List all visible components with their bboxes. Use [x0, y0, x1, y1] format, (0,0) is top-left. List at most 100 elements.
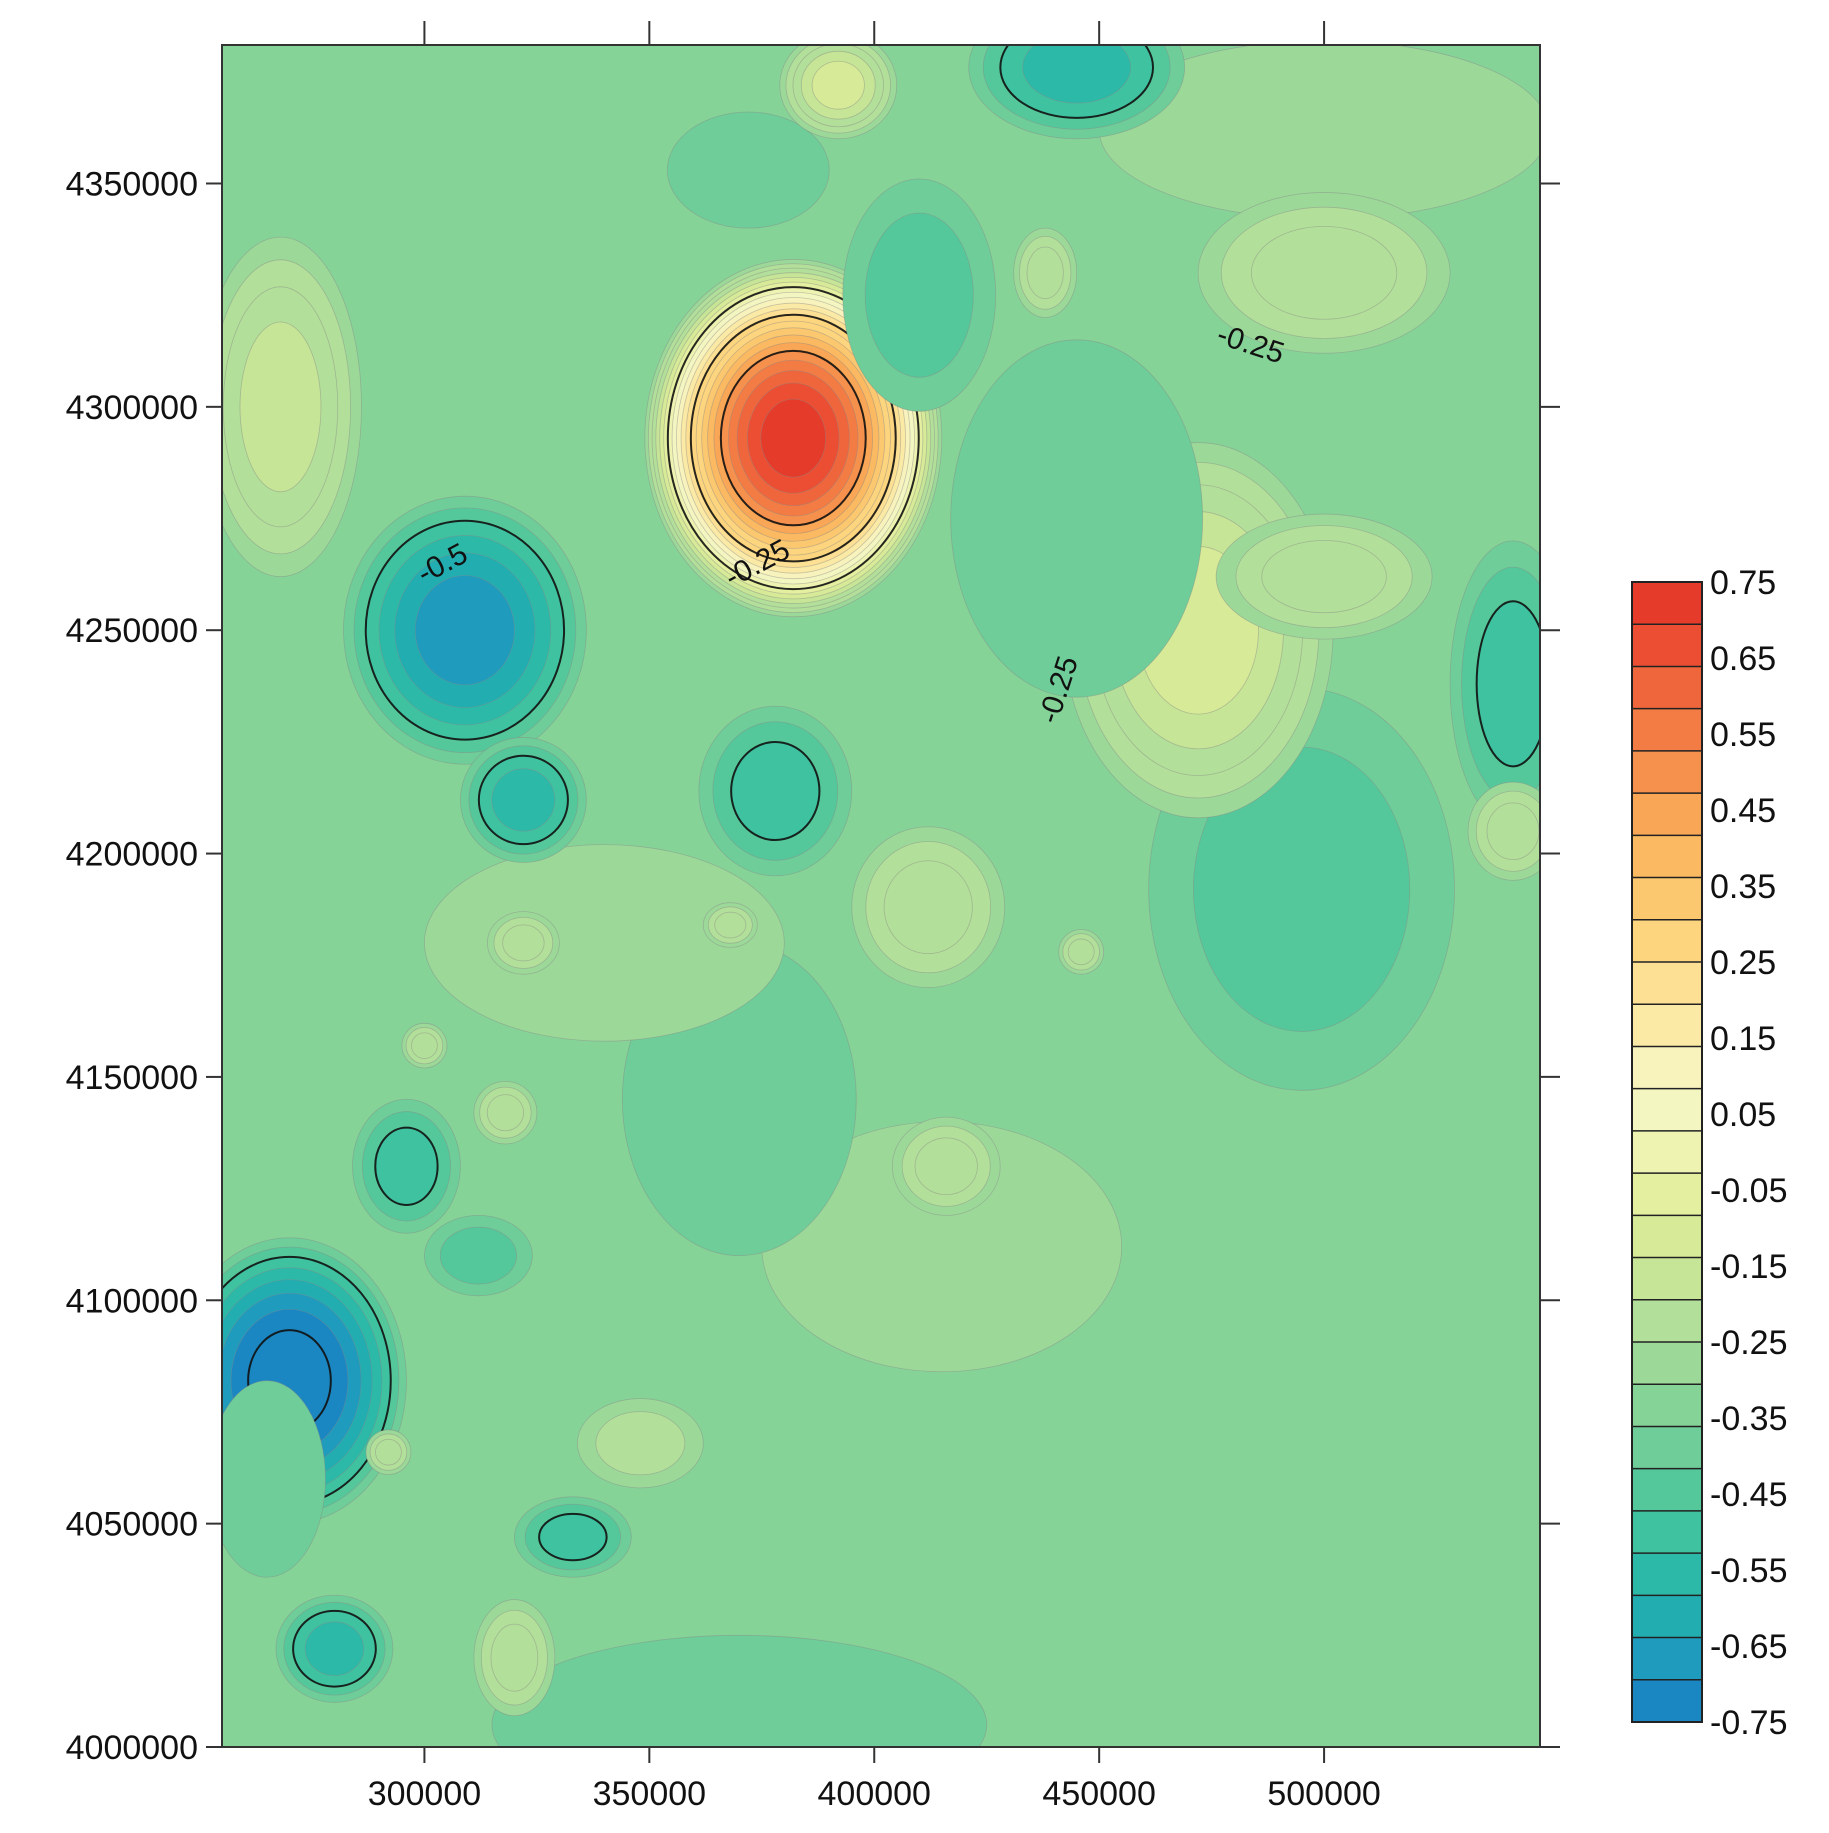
colorbar-label: -0.35	[1710, 1400, 1788, 1438]
contour-feature	[473, 1080, 538, 1145]
colorbar-band	[1632, 919, 1702, 963]
colorbar-label: -0.55	[1710, 1552, 1788, 1590]
colorbar-label: 0.05	[1710, 1096, 1776, 1134]
contour-feature	[222, 236, 362, 577]
contour-band	[811, 60, 865, 110]
colorbar-label: -0.65	[1710, 1628, 1788, 1666]
contour-band	[222, 1380, 326, 1578]
colorbar-band	[1632, 624, 1702, 667]
contour-band	[1026, 246, 1064, 300]
plot-frame	[221, 44, 1541, 1748]
colorbar-band	[1632, 708, 1702, 752]
colorbar-label: -0.15	[1710, 1248, 1788, 1286]
y-tick-label: 4050000	[66, 1506, 198, 1544]
contour-band	[375, 1438, 402, 1466]
colorbar-band	[1632, 1553, 1702, 1596]
colorbar-band	[1632, 962, 1702, 1005]
y-tick-label: 4150000	[66, 1059, 198, 1097]
contour-band	[239, 321, 322, 493]
contour-band	[491, 768, 556, 832]
x-tick-label: 300000	[368, 1775, 481, 1813]
contour-band	[666, 111, 830, 229]
contour-band	[1022, 45, 1132, 104]
colorbar-band	[1632, 793, 1702, 836]
contour-feature	[702, 902, 758, 948]
contour-feature	[1467, 781, 1540, 881]
colorbar-label: 0.65	[1710, 640, 1776, 678]
contour-feature	[473, 1599, 556, 1717]
colorbar-label: 0.75	[1710, 564, 1776, 602]
x-tick-label: 450000	[1042, 1775, 1155, 1813]
contour-band	[1067, 938, 1095, 966]
colorbar-label: 0.35	[1710, 868, 1776, 906]
contour-band	[490, 1623, 539, 1692]
contour-feature	[950, 339, 1204, 698]
contour-band	[491, 1634, 988, 1747]
colorbar-band	[1632, 1215, 1702, 1259]
contour-band	[914, 1137, 978, 1196]
colorbar-band	[1632, 1595, 1702, 1639]
y-tick-label: 4000000	[66, 1729, 198, 1767]
contour-feature	[1058, 929, 1105, 975]
contour-feature	[513, 1496, 632, 1578]
contour-band	[502, 924, 545, 962]
colorbar-legend: 0.75 0.65 0.55 0.45 0.35 0.25 0.15 0.05 -0.05 -0.…	[1631, 564, 1788, 1742]
colorbar-band	[1632, 666, 1702, 710]
colorbar-frame	[1631, 581, 1703, 1723]
colorbar-band	[1632, 1004, 1702, 1047]
contour-feature	[842, 178, 997, 412]
contour-band	[1486, 802, 1540, 860]
contour-band	[760, 398, 827, 478]
contour-band	[864, 212, 974, 378]
contour-feature	[851, 826, 1006, 988]
contour-band	[374, 1126, 439, 1206]
contour-band	[730, 741, 821, 842]
contour-band	[304, 1621, 365, 1676]
contour-feature	[222, 1380, 326, 1578]
colorbar-band	[1632, 1130, 1702, 1174]
contour-feature	[1197, 192, 1451, 354]
colorbar-label: -0.05	[1710, 1172, 1788, 1210]
contour-band	[1475, 600, 1540, 768]
contour-band	[714, 911, 747, 939]
contour-band	[538, 1512, 608, 1562]
colorbar-band	[1632, 1046, 1702, 1090]
colorbar-band	[1632, 1342, 1702, 1385]
colorbar-label: 0.55	[1710, 716, 1776, 754]
contour-feature	[1449, 540, 1540, 828]
contour-feature	[401, 1022, 448, 1069]
colorbar-band	[1632, 1637, 1702, 1681]
colorbar-band	[1632, 835, 1702, 879]
contour-band	[414, 575, 515, 686]
x-tick-label: 400000	[818, 1775, 931, 1813]
colorbar-label: -0.75	[1710, 1704, 1788, 1742]
colorbar-band	[1632, 1384, 1702, 1427]
contour-feature	[460, 737, 587, 863]
contour-band	[411, 1032, 438, 1059]
contour-feature	[576, 1398, 704, 1489]
contour-band	[424, 844, 785, 1042]
contour-band	[1250, 226, 1398, 320]
y-tick-label: 4100000	[66, 1282, 198, 1320]
contour-feature	[424, 844, 785, 1042]
axes: 300000 350000 400000 450000 500000 4000000 405…	[66, 21, 1560, 1813]
contour-feature	[1013, 227, 1078, 318]
contour-feature	[365, 1429, 412, 1475]
contour-fill	[222, 45, 1540, 1747]
colorbar-band	[1632, 750, 1702, 794]
contour-feature	[1215, 513, 1433, 640]
y-tick-label: 4350000	[66, 165, 198, 203]
y-tick-label: 4300000	[66, 389, 198, 427]
contour-band	[950, 339, 1204, 698]
colorbar-band	[1632, 1510, 1702, 1554]
contour-feature	[666, 111, 830, 229]
colorbar-label: -0.45	[1710, 1476, 1788, 1514]
contour-band	[439, 1226, 517, 1285]
y-tick-label: 4200000	[66, 836, 198, 874]
contour-band	[1261, 540, 1387, 614]
contour-feature	[352, 1098, 461, 1234]
colorbar-band	[1632, 1468, 1702, 1512]
colorbar-label: 0.45	[1710, 792, 1776, 830]
y-tick-label: 4250000	[66, 612, 198, 650]
